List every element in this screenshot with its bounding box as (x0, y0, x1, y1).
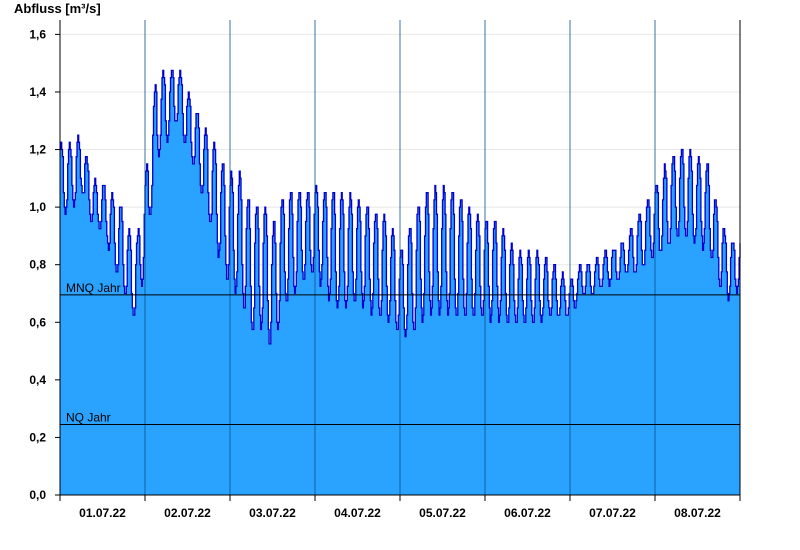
discharge-line (60, 69, 741, 345)
y-tick-label: 0,8 (29, 258, 46, 272)
x-tick-label: 05.07.22 (419, 506, 466, 520)
y-tick-label: 1,4 (29, 85, 46, 99)
x-tick-label: 02.07.22 (164, 506, 211, 520)
reference-label: NQ Jahr (66, 410, 111, 424)
x-tick-label: 04.07.22 (334, 506, 381, 520)
y-axis-ticks: 0,0 0,2 0,4 0,6 0,8 1,0 1,2 1,4 1,6 (29, 27, 60, 502)
x-tick-label: 08.07.22 (674, 506, 721, 520)
day-dividers (144, 20, 656, 495)
y-tick-label: 0,2 (29, 430, 46, 444)
y-tick-label: 0,0 (29, 488, 46, 502)
x-tick-label: 07.07.22 (589, 506, 636, 520)
axes (56, 20, 741, 501)
y-tick-label: 1,0 (29, 200, 46, 214)
y-tick-label: 0,4 (29, 373, 46, 387)
x-axis-ticks: 01.07.22 02.07.22 03.07.22 04.07.22 05.07.22… (59, 495, 741, 520)
y-tick-label: 1,2 (29, 143, 46, 157)
reference-label: MNQ Jahr (66, 281, 121, 295)
reference-lines: MNQ Jahr NQ Jahr (60, 281, 740, 425)
y-tick-label: 1,6 (29, 27, 46, 41)
y-tick-label: 0,6 (29, 315, 46, 329)
y-axis-title: Abfluss [m³/s] (14, 1, 101, 16)
x-tick-label: 06.07.22 (504, 506, 551, 520)
x-tick-label: 03.07.22 (249, 506, 296, 520)
x-tick-label: 01.07.22 (79, 506, 126, 520)
